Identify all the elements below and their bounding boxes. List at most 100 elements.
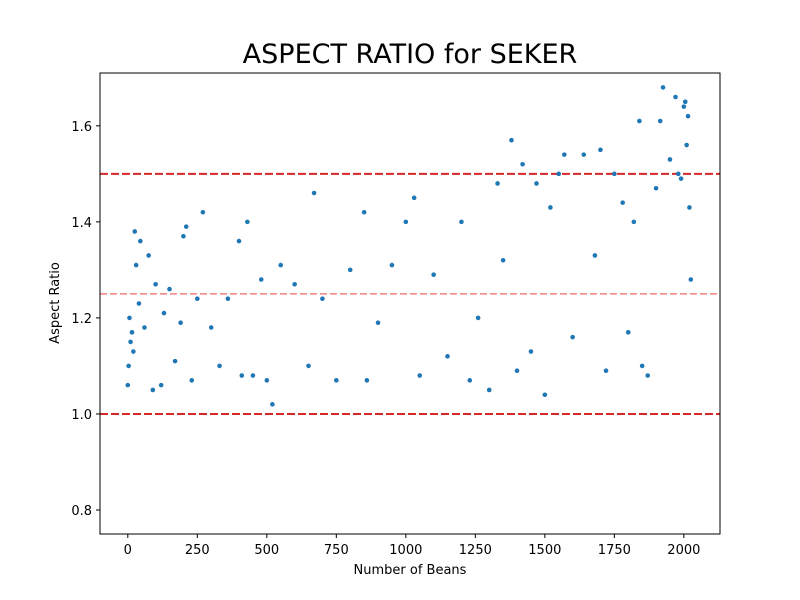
data-point [548, 205, 553, 210]
x-tick-label: 0 [124, 543, 132, 558]
data-point [653, 185, 659, 191]
data-point [208, 325, 214, 330]
data-point [534, 181, 539, 186]
data-point [681, 104, 687, 109]
data-point [570, 334, 575, 340]
data-point [682, 99, 688, 105]
data-point [475, 315, 481, 321]
data-point [631, 219, 637, 225]
data-point [132, 229, 138, 234]
data-point [142, 325, 147, 330]
y-axis-ticks: 0.8 1.0 1.2 1.4 1.6 [71, 120, 100, 519]
data-point [200, 209, 206, 215]
data-point [361, 209, 367, 215]
data-point [146, 253, 151, 258]
data-point [500, 257, 506, 263]
data-point [347, 267, 353, 273]
data-points [125, 85, 694, 407]
x-tick-label: 250 [185, 543, 210, 558]
data-point [131, 349, 136, 354]
data-point [161, 310, 167, 316]
data-point [592, 253, 598, 258]
data-point [181, 233, 186, 239]
x-axis-label: Number of Beans [354, 563, 467, 578]
data-point [311, 190, 317, 196]
data-point [258, 277, 264, 282]
data-point [127, 315, 132, 321]
data-point [189, 378, 195, 383]
data-point [667, 157, 673, 162]
data-point [178, 320, 183, 326]
data-point [264, 378, 270, 383]
data-point [128, 339, 133, 345]
data-point [292, 281, 297, 287]
x-tick-label: 1250 [459, 543, 492, 558]
data-point [645, 373, 651, 378]
data-point [675, 171, 681, 177]
data-point [673, 94, 678, 100]
data-point [195, 296, 200, 301]
data-point [167, 286, 172, 292]
data-point [445, 354, 450, 359]
data-point [467, 378, 473, 383]
data-point [138, 238, 143, 244]
data-point [528, 349, 534, 354]
data-point [598, 147, 603, 153]
data-point [245, 219, 250, 225]
data-point [236, 238, 242, 244]
data-point [389, 262, 395, 268]
plot-frame [99, 72, 721, 535]
data-point [495, 181, 500, 186]
data-point [612, 171, 617, 177]
data-point [603, 368, 609, 374]
y-tick-label: 0.8 [71, 504, 92, 519]
data-point [685, 113, 691, 119]
data-point [125, 382, 131, 388]
data-point [687, 205, 692, 210]
chart-title: ASPECT RATIO for SEKER [243, 39, 578, 70]
y-tick-label: 1.0 [71, 408, 92, 423]
data-point [133, 262, 139, 268]
data-point [459, 219, 464, 225]
y-tick-label: 1.6 [71, 120, 92, 135]
data-point [637, 118, 642, 124]
data-point [620, 200, 625, 205]
x-axis-ticks: 0 250 500 750 1000 1250 1500 1750 2000 [124, 534, 700, 558]
data-point [225, 296, 231, 301]
data-point [417, 373, 423, 378]
data-point [129, 330, 135, 335]
data-point [411, 195, 417, 201]
x-tick-label: 1500 [528, 543, 561, 558]
x-tick-label: 750 [324, 543, 349, 558]
data-point [678, 176, 684, 181]
data-point [320, 296, 325, 301]
data-point [158, 382, 164, 388]
data-point [639, 363, 645, 369]
data-point [431, 272, 436, 277]
reference-lines [100, 172, 720, 415]
x-tick-label: 2000 [667, 543, 700, 558]
data-point [562, 152, 567, 157]
data-point [217, 363, 222, 369]
data-point [514, 368, 520, 374]
data-point [542, 392, 548, 398]
data-point [183, 224, 189, 229]
data-point [581, 152, 587, 157]
data-point [486, 387, 492, 393]
data-point [684, 142, 689, 148]
x-tick-label: 1000 [389, 543, 422, 558]
data-point [270, 402, 275, 407]
data-point [375, 320, 381, 326]
data-point [660, 85, 666, 90]
data-point [556, 171, 562, 177]
data-point [334, 378, 339, 383]
data-point [250, 373, 256, 378]
data-point [509, 137, 514, 143]
data-point [239, 373, 245, 378]
data-point [126, 363, 131, 369]
data-point [364, 378, 370, 383]
data-point [136, 301, 142, 306]
x-tick-label: 1750 [598, 543, 631, 558]
data-point [150, 387, 156, 393]
y-tick-label: 1.4 [71, 216, 92, 231]
